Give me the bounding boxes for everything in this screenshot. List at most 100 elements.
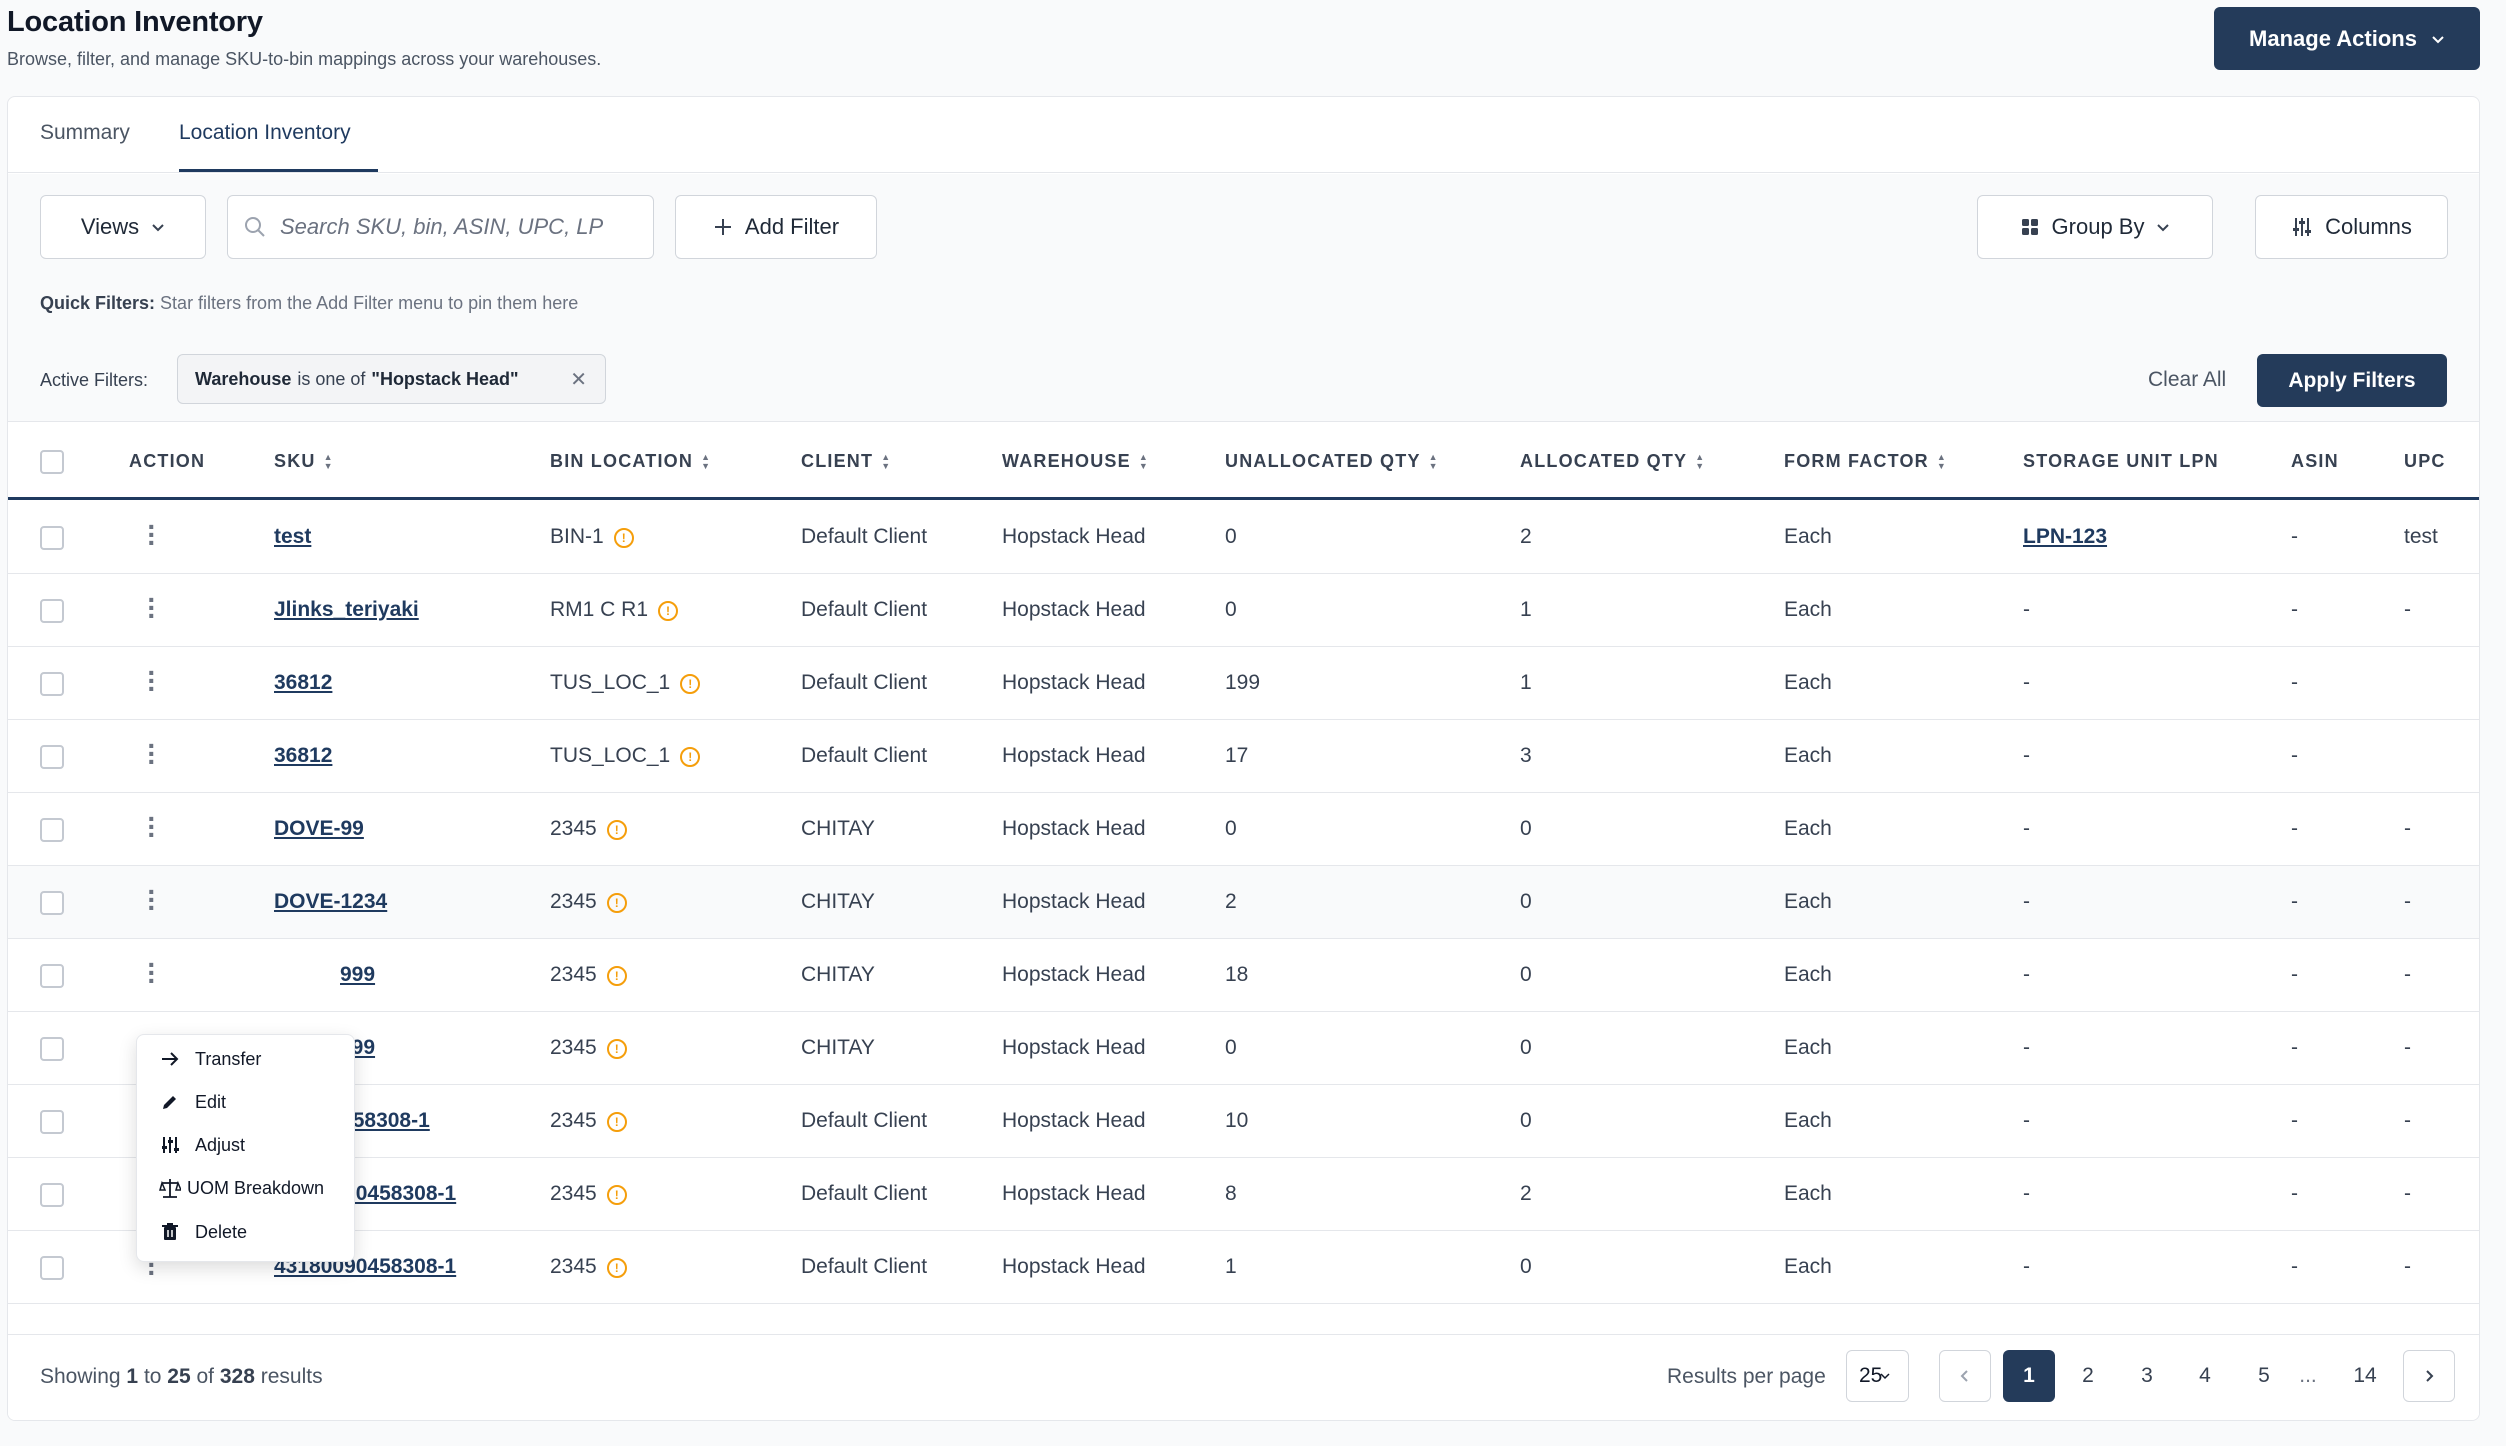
more-vertical-icon[interactable]: ··· [147,584,157,631]
warning-icon[interactable]: ! [606,820,627,840]
prev-page-button[interactable] [1939,1350,1991,1402]
row-checkbox[interactable] [40,964,64,988]
warning-icon[interactable]: ! [613,528,634,548]
cell-value: 2 [1225,890,1237,913]
more-vertical-icon[interactable]: ··· [147,730,157,777]
header-client[interactable]: CLIENT ▲ ▼ [801,451,891,472]
header-unallocated-qty[interactable]: UNALLOCATED QTY ▲ ▼ [1225,451,1439,472]
group-by-button[interactable]: Group By [1977,195,2213,259]
row-checkbox[interactable] [40,1037,64,1061]
search-input[interactable] [280,214,620,240]
row-checkbox[interactable] [40,745,64,769]
cell-warehouse: Hopstack Head [1002,525,1146,549]
tab-bar: Summary Location Inventory [8,97,2479,173]
results-per-page-select[interactable]: 25 [1846,1350,1909,1402]
row-checkbox[interactable] [40,1183,64,1207]
cell-value: 10 [1225,1109,1249,1132]
filter-chip-field: Warehouse [195,368,292,389]
cell-sku[interactable]: 36812 [274,671,332,695]
warning-icon[interactable]: ! [680,747,701,767]
cell-lpn: - [2023,1036,2030,1060]
page-1[interactable]: 1 [2003,1350,2055,1402]
more-vertical-icon[interactable]: ··· [147,657,157,704]
cell-value: CHITAY [801,1036,875,1059]
columns-button[interactable]: Columns [2255,195,2448,259]
search-box[interactable] [227,195,654,259]
tab-location-inventory[interactable]: Location Inventory [179,121,351,144]
warning-icon[interactable]: ! [680,674,701,694]
cell-value: - [2291,744,2298,767]
row-checkbox[interactable] [40,818,64,842]
warning-icon[interactable]: ! [606,1039,627,1059]
cell-asin: - [2291,671,2298,695]
next-page-button[interactable] [2403,1350,2455,1402]
row-checkbox[interactable] [40,1256,64,1280]
cell-value: 8 [1225,1182,1237,1205]
more-vertical-icon[interactable]: ··· [147,511,157,558]
cell-warehouse: Hopstack Head [1002,1109,1146,1133]
more-vertical-icon[interactable]: ··· [147,876,157,923]
cell-sku[interactable]: 36812 [274,744,332,768]
menu-item-transfer[interactable]: Transfer [159,1048,261,1070]
more-vertical-icon[interactable]: ··· [147,949,157,996]
cell-sku[interactable]: test [274,525,311,549]
page-4[interactable]: 4 [2199,1364,2211,1387]
sort-icon: ▲ ▼ [323,451,334,471]
apply-filters-button[interactable]: Apply Filters [2257,354,2447,407]
menu-item-edit[interactable]: Edit [159,1091,226,1113]
cell-value: - [2291,1182,2298,1205]
cell-client: Default Client [801,671,927,695]
cell-sku[interactable]: Jlinks_teriyaki [274,598,419,622]
page-ellipsis: ... [2299,1364,2317,1387]
clear-all-button[interactable]: Clear All [2148,368,2227,391]
warning-icon[interactable]: ! [606,966,627,986]
tab-summary[interactable]: Summary [40,121,130,144]
cell-sku[interactable]: DOVE-99 [274,817,364,841]
row-checkbox[interactable] [40,599,64,623]
header-bin-location[interactable]: BIN LOCATION ▲ ▼ [550,451,711,472]
views-label: Views [80,214,140,239]
warning-icon[interactable]: ! [606,1185,627,1205]
cell-sku[interactable]: 999 [340,963,375,987]
row-checkbox[interactable] [40,1110,64,1134]
sort-icon: ▲ ▼ [1936,451,1947,471]
header-form-factor[interactable]: FORM FACTOR ▲ ▼ [1784,451,1947,472]
chevron-right-icon [2426,1370,2434,1382]
header-allocated-qty[interactable]: ALLOCATED QTY ▲ ▼ [1520,451,1705,472]
cell-bin: RM1 C R1! [550,598,679,622]
warning-icon[interactable]: ! [606,893,627,913]
warning-icon[interactable]: ! [606,1112,627,1132]
select-all-checkbox[interactable] [40,450,64,474]
close-icon[interactable]: ✕ [570,369,587,391]
menu-item-adjust[interactable]: Adjust [159,1134,245,1156]
cell-value: 2 [1520,1182,1532,1205]
add-filter-button[interactable]: Add Filter [675,195,877,259]
warning-icon[interactable]: ! [606,1258,627,1278]
cell-sku[interactable]: DOVE-1234 [274,890,387,914]
row-checkbox[interactable] [40,891,64,915]
page-2[interactable]: 2 [2082,1364,2094,1387]
header-warehouse[interactable]: WAREHOUSE ▲ ▼ [1002,451,1149,472]
warning-icon[interactable]: ! [658,601,679,621]
cell-lpn[interactable]: LPN-123 [2023,525,2107,549]
cell-upc: - [2404,1036,2411,1060]
cell-value: 0 [1520,817,1532,840]
cell-asin: - [2291,1182,2298,1206]
row-checkbox[interactable] [40,526,64,550]
cell-unalloc: 2 [1225,890,1237,914]
page-3[interactable]: 3 [2141,1364,2153,1387]
views-button[interactable]: Views [40,195,206,259]
header-sku[interactable]: SKU ▲ ▼ [274,451,334,472]
cell-asin: - [2291,744,2298,768]
more-vertical-icon[interactable]: ··· [147,803,157,850]
row-checkbox[interactable] [40,672,64,696]
manage-actions-button[interactable]: Manage Actions [2214,7,2480,70]
filter-chip[interactable]: Warehouse is one of "Hopstack Head" ✕ [177,354,606,404]
cell-bin: 2345! [550,1109,627,1133]
menu-item-delete[interactable]: Delete [159,1221,247,1243]
page-5[interactable]: 5 [2258,1364,2270,1387]
cell-value: Hopstack Head [1002,963,1146,986]
page-14[interactable]: 14 [2353,1364,2377,1387]
cell-form: Each [1784,744,1832,768]
menu-item-uom-breakdown[interactable]: UOM Breakdown [159,1177,324,1199]
